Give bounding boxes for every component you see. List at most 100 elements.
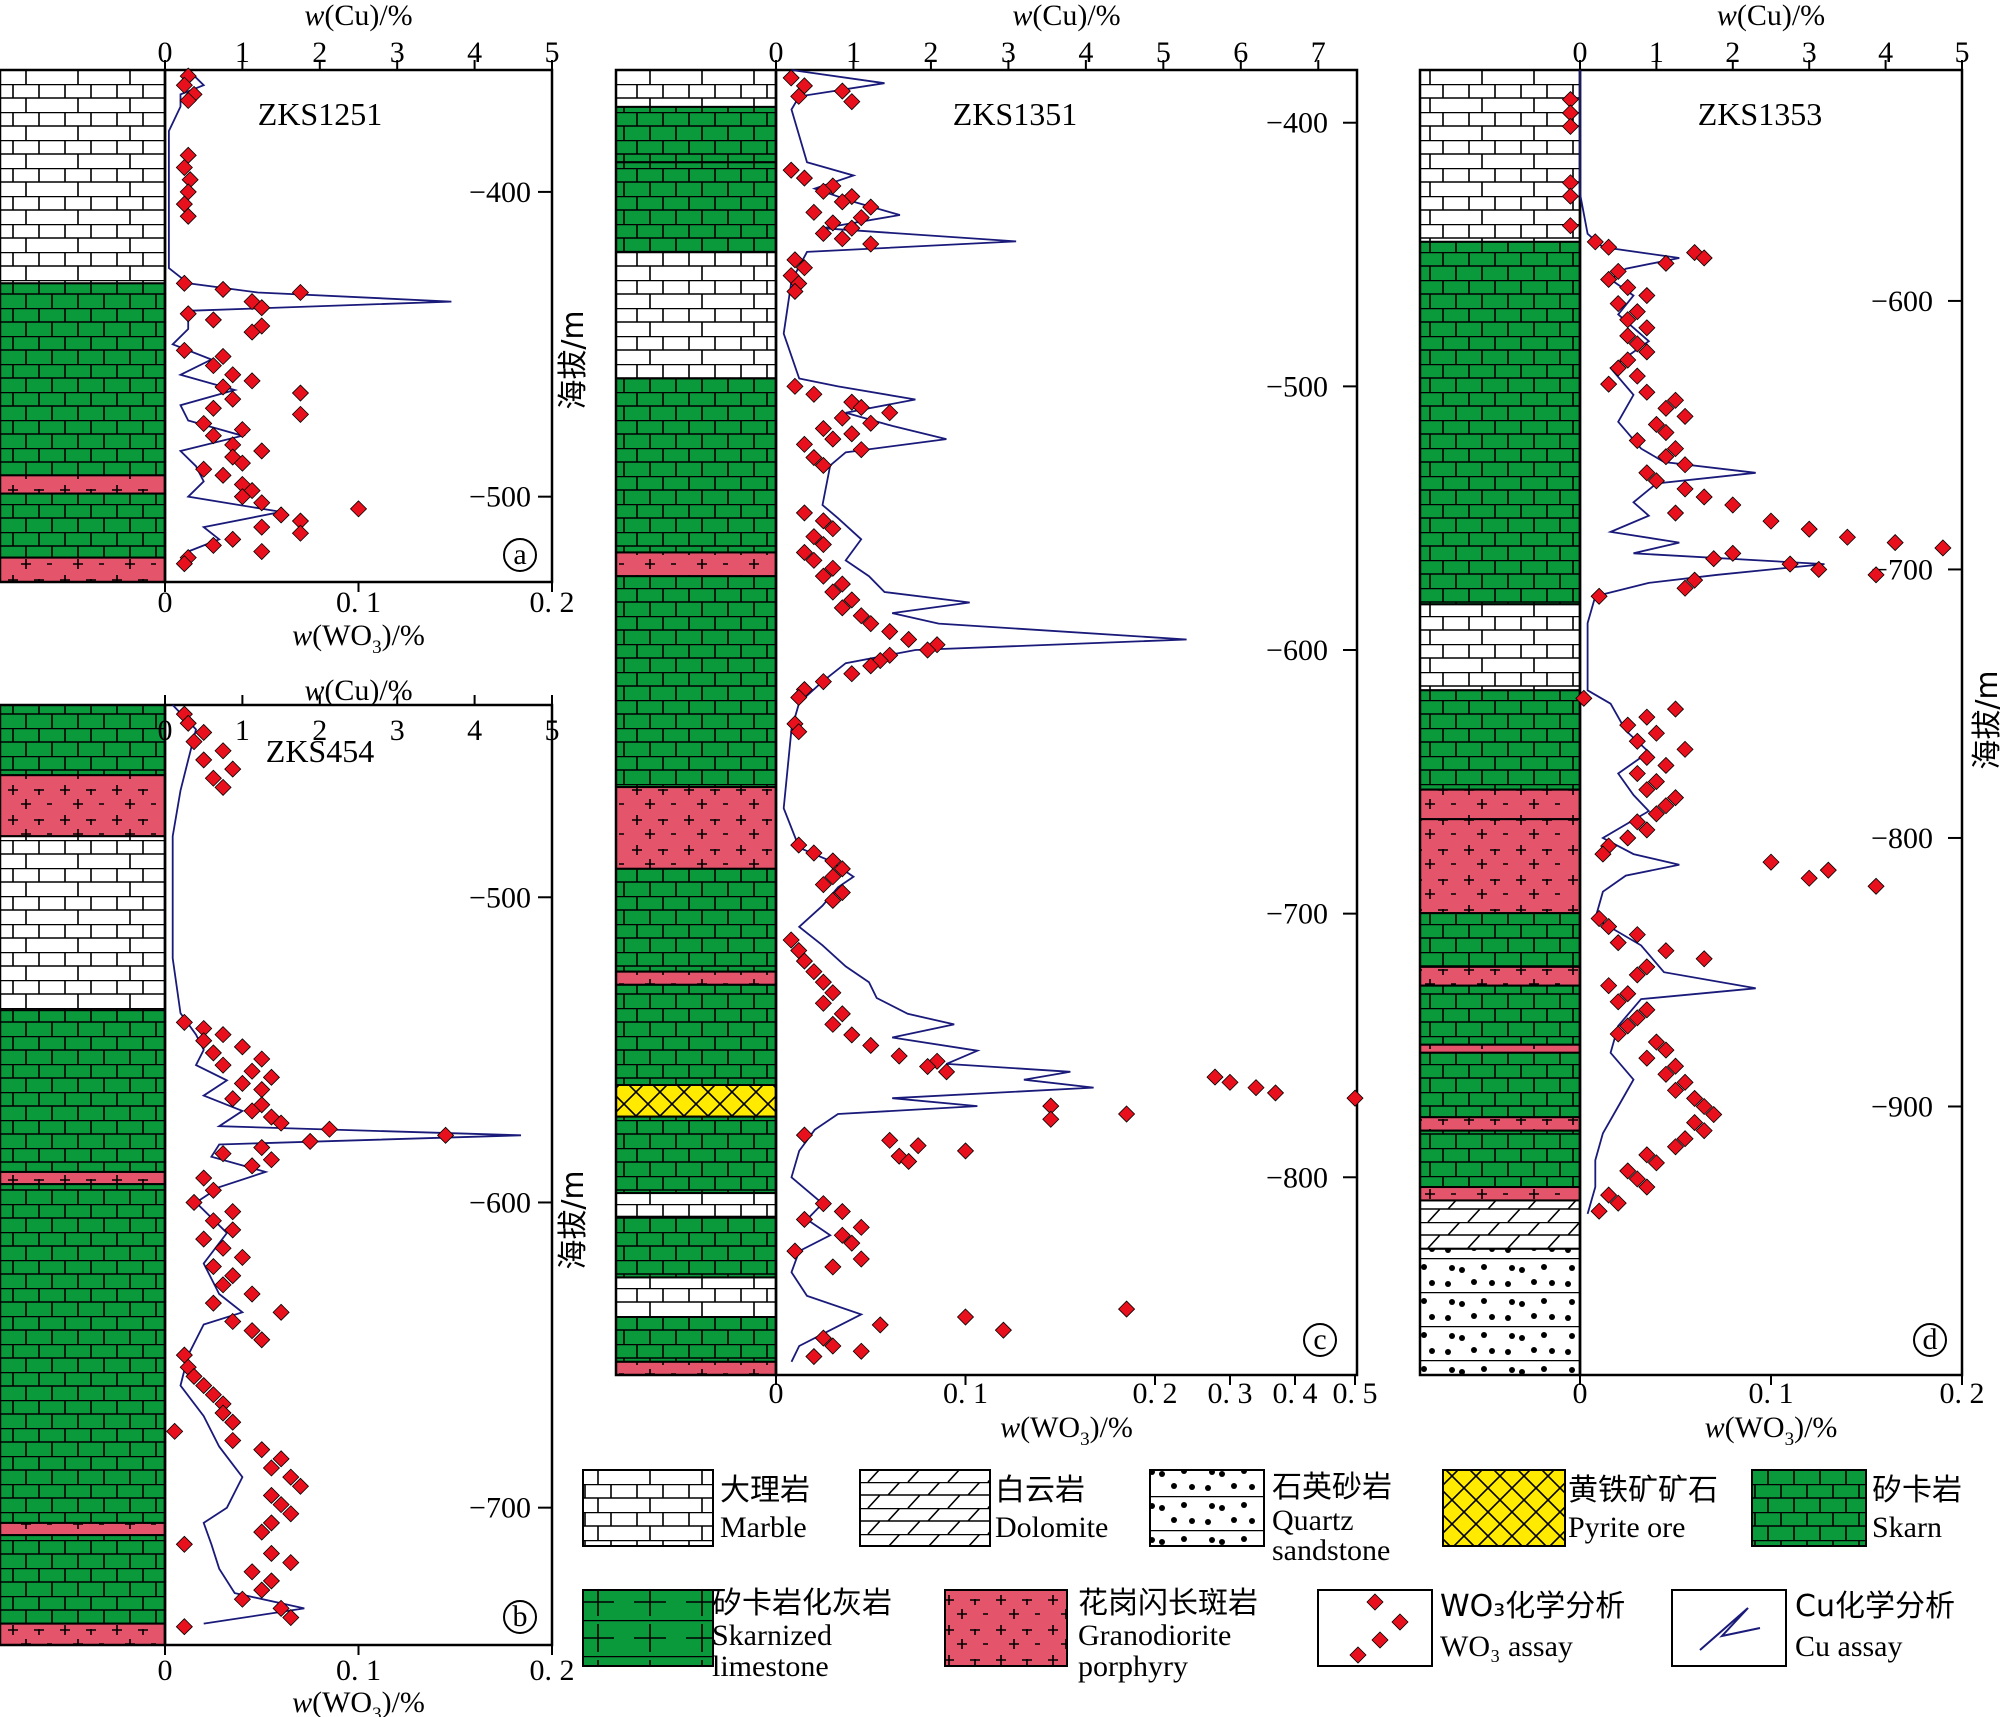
wo3-point (1666, 1081, 1685, 1099)
wo3-point (1628, 966, 1646, 984)
wo3-tick-label: 0. 3 (1208, 1377, 1253, 1410)
wo3-point (881, 646, 899, 664)
wo3-point (1638, 319, 1656, 337)
wo3-point (824, 891, 842, 910)
wo3-point (1647, 773, 1665, 791)
wo3-points (166, 705, 455, 1636)
cu-tick-label: 4 (1078, 36, 1093, 69)
wo3-point (1705, 550, 1723, 568)
panel-letter-circle (503, 1600, 537, 1634)
cu-tick-label: 0 (769, 36, 784, 69)
wo3-point (1575, 689, 1593, 707)
wo3-point (1590, 1202, 1608, 1220)
wo3-point (1647, 415, 1665, 434)
legend-cu-en: Cu assay (1795, 1630, 1903, 1663)
wo3-point (233, 1074, 251, 1093)
wo3-point (253, 299, 271, 317)
wo3-tick-label: 0. 5 (1333, 1377, 1378, 1410)
cu-assay-line (782, 69, 1187, 1363)
lithology-skarn (615, 377, 777, 554)
cu-tick-label: 0 (158, 714, 173, 747)
wo3-point (833, 193, 851, 211)
cu-tick-label: 2 (923, 36, 938, 69)
wo3-point (291, 283, 310, 302)
wo3-point (1819, 861, 1837, 879)
wo3-point (1118, 1300, 1136, 1318)
wo3-point (253, 1581, 271, 1599)
wo3-point (204, 536, 222, 554)
wo3-point (1638, 1146, 1656, 1164)
wo3-point (843, 1234, 861, 1252)
wo3-point (1638, 343, 1656, 361)
wo3-point (1206, 1068, 1224, 1086)
wo3-point (1666, 440, 1685, 458)
wo3-point (1609, 359, 1627, 377)
wo3-point (1838, 528, 1856, 546)
wo3-point (166, 1422, 184, 1440)
legend-wo3-diamond (1371, 1631, 1389, 1649)
lithology-skarn (615, 575, 777, 789)
wo3-point (195, 1169, 213, 1187)
wo3-point (204, 357, 222, 375)
wo3-point (795, 435, 813, 453)
wo3-point (786, 377, 804, 395)
elevation-tick-label: −800 (1266, 1161, 1328, 1194)
wo3-point (824, 214, 842, 232)
panel-zks454: 0 1 2 3 4 5 w(Cu)/% 0 0. 1 0. 2 w(WO3)/% −500 −600 −7… (0, 674, 575, 1717)
legend-skarnized-zh: 矽卡岩化灰岩 (712, 1586, 892, 1621)
wo3-point (795, 504, 813, 522)
wo3-point (1638, 748, 1656, 766)
legend-quartz-en2: sandstone (1272, 1534, 1390, 1567)
wo3-point (862, 657, 880, 675)
elevation-tick-label: −400 (469, 176, 531, 209)
wo3-point (1600, 918, 1618, 936)
wo3-point (1600, 1186, 1618, 1204)
wo3-point (262, 1544, 280, 1563)
legend-quartz-zh: 石英砂岩 (1272, 1470, 1392, 1505)
wo3-point (1695, 249, 1713, 267)
lithology-granodiorite (1419, 965, 1581, 987)
wo3-point (185, 1367, 203, 1385)
legend-wo3-en: WO₃ assay (1440, 1630, 1573, 1663)
wo3-point (795, 1126, 813, 1144)
legend-skarnized-swatch (582, 1589, 714, 1667)
lithology-granodiorite (0, 774, 166, 838)
wo3-point (349, 500, 368, 518)
wo3-tick-label: 0. 1 (336, 1654, 381, 1687)
wo3-point (243, 1157, 261, 1175)
lithology-granodiorite (0, 1622, 166, 1646)
wo3-point (814, 673, 832, 691)
cu-axis-label: w(Cu)/% (304, 0, 412, 32)
wo3-point (179, 305, 197, 323)
wo3-point (805, 203, 823, 221)
wo3-point (814, 1329, 832, 1347)
wo3-axis-label: w(WO3)/% (1705, 1411, 1838, 1450)
lithology-skarn (1419, 240, 1581, 606)
lithology-skarn (615, 1215, 777, 1279)
wo3-point (956, 1142, 975, 1160)
wo3-point (1594, 845, 1612, 863)
elevation-tick-label: −600 (1871, 285, 1933, 318)
wo3-point (1638, 1178, 1656, 1196)
wo3-point (833, 1226, 851, 1244)
legend-marble-swatch (582, 1469, 714, 1547)
legend-marble-zh: 大理岩 (720, 1473, 810, 1508)
wo3-point (824, 1337, 842, 1355)
wo3-point (204, 1294, 222, 1312)
wo3-point (1666, 504, 1685, 522)
wo3-point (243, 1285, 261, 1303)
wo3-point (1638, 464, 1656, 482)
wo3-point (195, 751, 213, 769)
cu-tick-label: 1 (1649, 36, 1664, 69)
lithology-column (0, 703, 167, 1647)
elevation-tick-label: −700 (1871, 553, 1933, 586)
wo3-point (1346, 1089, 1364, 1107)
wo3-point (824, 520, 842, 538)
wo3-point (214, 1145, 232, 1163)
wo3-point (243, 323, 261, 341)
wo3-point (1676, 579, 1694, 597)
wo3-point (1657, 399, 1675, 417)
wo3-point (175, 555, 193, 573)
wo3-point (272, 1114, 290, 1132)
wo3-point (833, 860, 851, 878)
